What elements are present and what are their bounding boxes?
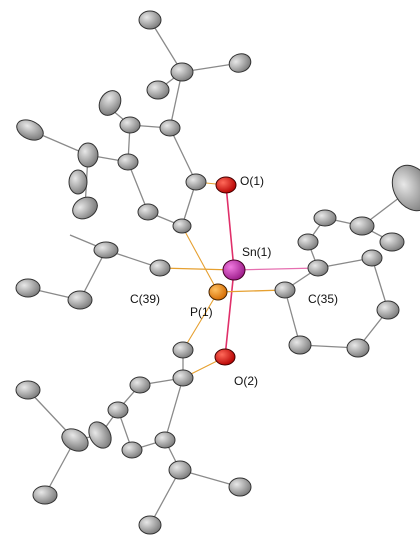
- atom-label: O(1): [240, 174, 264, 188]
- page: {"labels": {"o1": "O(1)", "sn1": "Sn(1)"…: [0, 0, 420, 542]
- atom-label: C(35): [308, 292, 338, 306]
- atom-label: Sn(1): [242, 245, 271, 259]
- atom-label: P(1): [190, 305, 213, 319]
- atom-label: C(39): [130, 292, 160, 306]
- atom-label: O(2): [234, 374, 258, 388]
- carbon-atoms: [14, 11, 420, 534]
- ortep-structure: O(1) Sn(1) C(39) C(35) P(1) O(2): [0, 0, 420, 542]
